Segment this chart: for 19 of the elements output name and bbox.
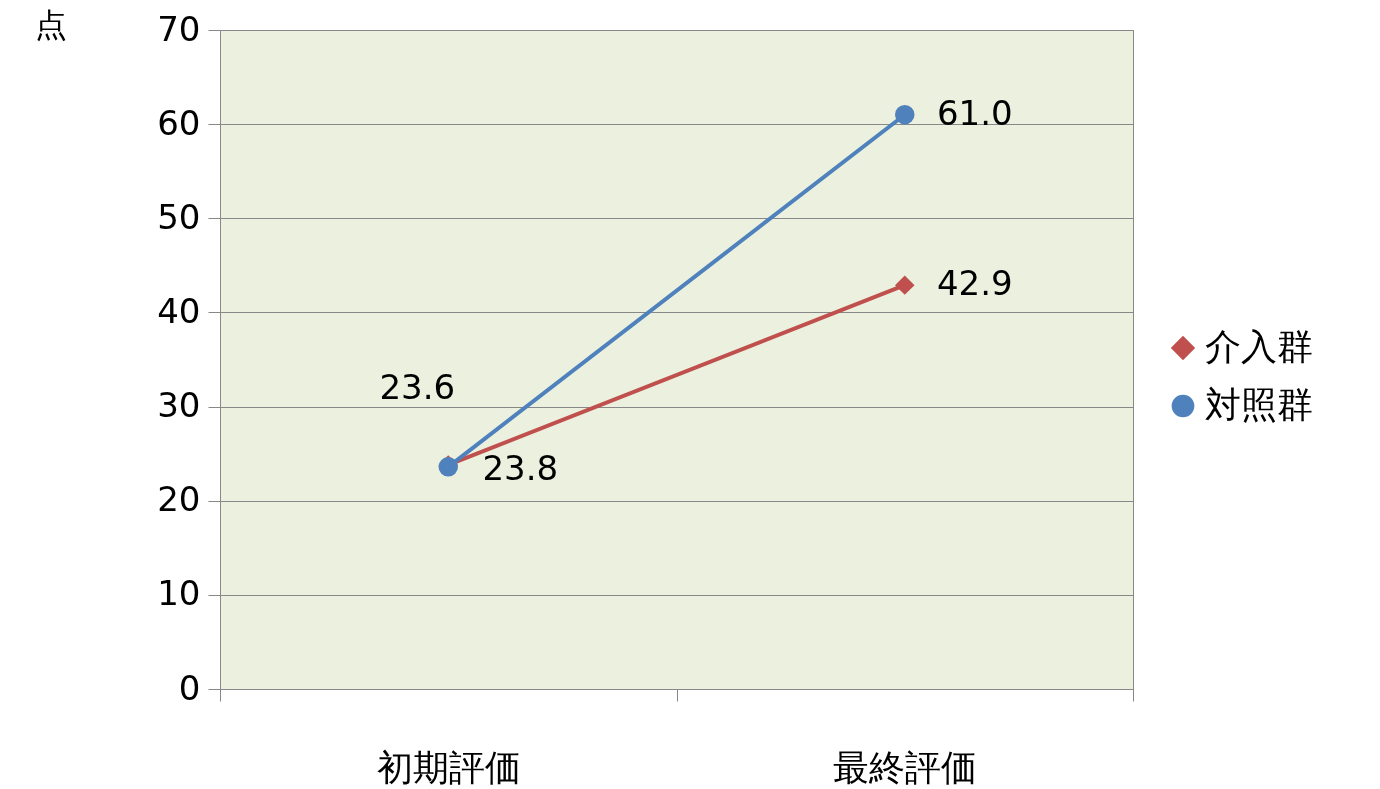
y-tick-label: 30 bbox=[157, 385, 201, 426]
data-label: 23.6 bbox=[379, 366, 456, 407]
data-label: 42.9 bbox=[936, 263, 1013, 304]
point bbox=[895, 275, 915, 295]
x-tick-label: 初期評価 bbox=[376, 746, 521, 788]
y-tick-label: 40 bbox=[157, 290, 201, 331]
data-label: 23.8 bbox=[482, 447, 559, 488]
y-tick-label: 0 bbox=[178, 667, 201, 708]
legend-label: 対照群 bbox=[1205, 384, 1313, 425]
x-tick-label: 最終評価 bbox=[833, 746, 978, 788]
y-tick-label: 20 bbox=[157, 479, 201, 520]
y-tick-label: 10 bbox=[157, 573, 201, 614]
y-tick-label: 50 bbox=[157, 196, 201, 237]
legend-label: 介入群 bbox=[1205, 326, 1313, 367]
y-axis-title: 点 bbox=[34, 5, 67, 44]
data-label: 61.0 bbox=[936, 92, 1013, 133]
y-tick-label: 60 bbox=[157, 102, 201, 143]
point bbox=[895, 105, 915, 125]
y-tick-label: 70 bbox=[157, 8, 201, 49]
